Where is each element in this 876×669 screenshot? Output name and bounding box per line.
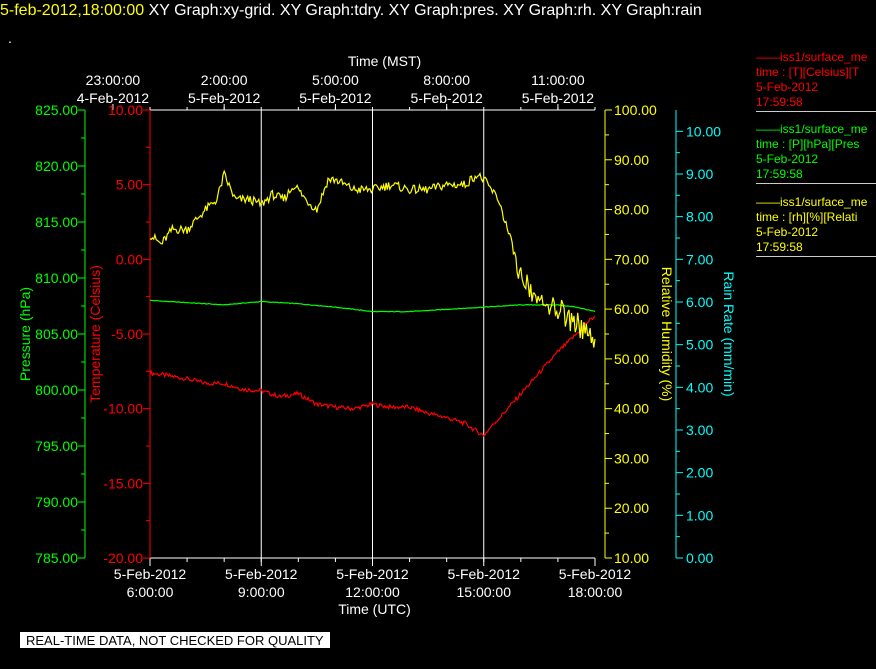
graph-timestamp: 5-feb-2012,18:00:00 [0,2,145,19]
legend-humidity[interactable]: ——iss1/surface_me time : [rh][%][Relati … [756,195,876,257]
humidity-axis-tick-label: 40.00 [614,401,649,417]
pressure-axis-tick-label: 810.00 [35,270,78,286]
temperature-series-line [149,315,596,437]
rain-axis-tick-label: 2.00 [686,465,713,481]
rain-axis-tick-label: 9.00 [686,166,713,182]
rain-axis-tick-label: 6.00 [686,294,713,310]
top-tick-label-time: 23:00:00 [86,72,141,88]
temperature-axis-title: Temperature (Celsius) [87,265,103,403]
top-tick-label-date: 5-Feb-2012 [522,90,595,106]
pressure-axis-tick-label: 805.00 [35,326,78,342]
legend-title: ——iss1/surface_me [756,122,868,136]
rain-axis-tick-label: 7.00 [686,251,713,267]
pressure-axis-tick-label: 785.00 [35,550,78,566]
bottom-axis-title: Time (UTC) [338,601,411,617]
humidity-series-line [149,169,596,348]
temperature-axis-tick-label: -5.00 [111,326,143,342]
legend-line1: time : [T][Celsius][T [756,65,860,79]
humidity-axis-title: Relative Humidity (%) [659,267,675,402]
legend-line1: time : [P][hPa][Pres [756,137,860,151]
top-axis-title: Time (MST) [348,53,421,69]
temperature-axis-tick-label: -20.00 [103,550,143,566]
bottom-tick-label-date: 5-Feb-2012 [448,566,521,582]
pressure-axis-title: Pressure (hPa) [17,287,33,381]
top-tick-label-date: 5-Feb-2012 [299,90,372,106]
legend-title: ——iss1/surface_me [756,50,868,64]
humidity-axis-tick-label: 70.00 [614,251,649,267]
legend-time: 17:59:58 [756,240,803,254]
temperature-axis-tick-label: 5.00 [116,177,143,193]
top-tick-label-time: 8:00:00 [423,72,470,88]
humidity-axis-tick-label: 20.00 [614,500,649,516]
legend-time: 17:59:58 [756,95,803,109]
pressure-axis-tick-label: 795.00 [35,438,78,454]
pressure-axis-tick-label: 790.00 [35,494,78,510]
legend-divider [756,256,876,257]
legend-title: ——iss1/surface_me [756,195,868,209]
pressure-axis-tick-label: 820.00 [35,158,78,174]
humidity-axis-tick-label: 10.00 [614,550,649,566]
legend-divider [756,183,876,184]
rain-axis-tick-label: 3.00 [686,422,713,438]
bottom-tick-label-time: 15:00:00 [457,584,512,600]
legend-temperature[interactable]: ——iss1/surface_me time : [T][Celsius][T … [756,50,876,112]
legend-time: 17:59:58 [756,167,803,181]
legend-pressure[interactable]: ——iss1/surface_me time : [P][hPa][Pres 5… [756,122,876,184]
humidity-axis-tick-label: 100.00 [614,102,657,118]
top-tick-label-date: 4-Feb-2012 [77,90,150,106]
rain-axis-tick-label: 10.00 [686,123,721,139]
status-dot: . [8,30,12,46]
rain-axis-tick-label: 0.00 [686,550,713,566]
legend-divider [756,111,876,112]
humidity-axis-tick-label: 50.00 [614,351,649,367]
rain-axis-tick-label: 5.00 [686,337,713,353]
pressure-series-line [149,299,596,313]
rain-axis-tick-label: 8.00 [686,209,713,225]
bottom-tick-label-time: 18:00:00 [568,584,623,600]
humidity-axis-tick-label: 60.00 [614,301,649,317]
humidity-axis-tick-label: 90.00 [614,152,649,168]
temperature-axis-tick-label: 0.00 [116,251,143,267]
pressure-axis-tick-label: 800.00 [35,382,78,398]
legend-date: 5-Feb-2012 [756,225,819,239]
bottom-tick-label-date: 5-Feb-2012 [336,566,409,582]
graph-titles: XY Graph:xy-grid. XY Graph:tdry. XY Grap… [148,2,702,19]
bottom-tick-label-date: 5-Feb-2012 [225,566,298,582]
bottom-tick-label-time: 9:00:00 [238,584,285,600]
legend-date: 5-Feb-2012 [756,152,819,166]
bottom-tick-label-time: 6:00:00 [127,584,174,600]
pressure-axis-tick-label: 825.00 [35,102,78,118]
rain-axis-tick-label: 4.00 [686,379,713,395]
bottom-tick-label-date: 5-Feb-2012 [559,566,632,582]
legend-line1: time : [rh][%][Relati [756,210,858,224]
rain-axis-tick-label: 1.00 [686,507,713,523]
rain-axis-title: Rain Rate (mm/min) [721,271,737,396]
humidity-axis-tick-label: 30.00 [614,450,649,466]
pressure-axis-tick-label: 815.00 [35,214,78,230]
bottom-tick-label-time: 12:00:00 [345,584,400,600]
top-tick-label-date: 5-Feb-2012 [410,90,483,106]
temperature-axis-tick-label: -10.00 [103,401,143,417]
humidity-axis-tick-label: 80.00 [614,202,649,218]
graph-header: 5-feb-2012,18:00:00 XY Graph:xy-grid. XY… [0,2,702,20]
top-tick-label-time: 2:00:00 [201,72,248,88]
top-tick-label-date: 5-Feb-2012 [188,90,261,106]
temperature-axis-tick-label: -15.00 [103,475,143,491]
bottom-tick-label-date: 5-Feb-2012 [114,566,187,582]
legend-date: 5-Feb-2012 [756,80,819,94]
temperature-axis-tick-label: 10.00 [108,102,143,118]
quality-warning: REAL-TIME DATA, NOT CHECKED FOR QUALITY [20,632,330,648]
top-tick-label-time: 11:00:00 [531,72,585,88]
top-tick-label-time: 5:00:00 [312,72,359,88]
